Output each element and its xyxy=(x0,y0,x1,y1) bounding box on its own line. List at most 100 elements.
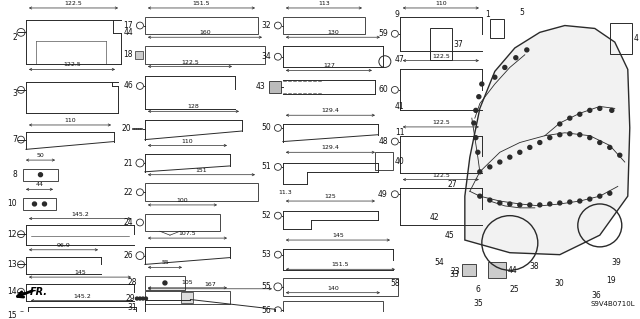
Text: 4: 4 xyxy=(634,34,639,43)
Circle shape xyxy=(474,136,478,140)
Text: 6: 6 xyxy=(476,285,481,294)
Bar xyxy=(283,301,383,319)
Text: 5: 5 xyxy=(520,8,525,17)
Text: 11.3: 11.3 xyxy=(278,190,292,195)
Text: 140: 140 xyxy=(327,286,339,291)
Circle shape xyxy=(610,108,614,112)
Bar xyxy=(283,278,398,296)
Text: 15: 15 xyxy=(8,311,17,319)
Text: 129.4: 129.4 xyxy=(321,108,339,113)
Text: 9: 9 xyxy=(395,10,400,19)
Circle shape xyxy=(525,48,529,52)
Circle shape xyxy=(478,194,482,198)
Text: 2: 2 xyxy=(12,33,17,42)
Circle shape xyxy=(478,170,482,174)
Text: 160: 160 xyxy=(199,30,211,35)
Text: 45: 45 xyxy=(445,231,454,240)
Bar xyxy=(462,264,476,276)
Circle shape xyxy=(138,297,141,300)
Text: 27: 27 xyxy=(448,180,458,189)
Circle shape xyxy=(608,191,612,195)
Text: 36: 36 xyxy=(592,291,602,300)
Bar xyxy=(283,17,365,34)
Circle shape xyxy=(568,200,572,204)
Text: 18: 18 xyxy=(124,50,133,59)
Circle shape xyxy=(538,203,542,207)
Bar xyxy=(490,19,504,38)
Circle shape xyxy=(538,141,542,145)
Circle shape xyxy=(548,202,552,206)
Text: 145.2: 145.2 xyxy=(71,211,89,217)
Text: 31: 31 xyxy=(127,303,137,312)
Text: 11: 11 xyxy=(395,128,404,137)
Circle shape xyxy=(528,145,532,149)
Circle shape xyxy=(514,56,518,60)
Text: 42: 42 xyxy=(430,213,440,222)
Text: 34: 34 xyxy=(261,52,271,61)
Circle shape xyxy=(578,133,582,137)
Text: 100: 100 xyxy=(177,198,188,203)
Text: 122.5: 122.5 xyxy=(432,120,450,125)
Text: 55: 55 xyxy=(161,260,169,265)
Text: 21: 21 xyxy=(124,159,133,167)
Circle shape xyxy=(488,165,492,169)
Circle shape xyxy=(508,155,512,159)
Text: 110: 110 xyxy=(182,138,193,144)
Text: 107.5: 107.5 xyxy=(179,231,196,236)
Text: 130: 130 xyxy=(327,30,339,35)
Circle shape xyxy=(38,173,42,177)
Bar xyxy=(145,291,230,304)
Text: 125: 125 xyxy=(324,194,336,199)
Text: 53: 53 xyxy=(261,250,271,259)
Circle shape xyxy=(498,160,502,164)
Circle shape xyxy=(568,116,572,120)
Text: 110: 110 xyxy=(435,1,447,6)
Circle shape xyxy=(548,136,552,140)
Circle shape xyxy=(598,194,602,198)
Text: 29: 29 xyxy=(125,294,135,303)
Circle shape xyxy=(578,199,582,203)
Text: 113: 113 xyxy=(318,1,330,6)
Circle shape xyxy=(568,132,572,136)
Bar xyxy=(23,169,58,181)
Circle shape xyxy=(42,202,47,206)
Text: 14: 14 xyxy=(8,287,17,296)
Text: 20: 20 xyxy=(122,124,131,133)
Text: 41: 41 xyxy=(395,102,404,111)
Circle shape xyxy=(472,121,476,125)
Text: 44: 44 xyxy=(508,266,518,275)
Bar xyxy=(181,292,193,303)
Circle shape xyxy=(498,201,502,205)
Circle shape xyxy=(598,141,602,145)
Text: 13: 13 xyxy=(8,260,17,269)
Circle shape xyxy=(33,202,36,206)
Text: 145: 145 xyxy=(332,233,344,238)
Text: 19: 19 xyxy=(606,276,616,285)
Text: 8: 8 xyxy=(12,170,17,179)
Bar xyxy=(269,81,281,93)
Circle shape xyxy=(578,112,582,116)
Text: 129.4: 129.4 xyxy=(321,145,339,150)
Text: 58: 58 xyxy=(390,279,399,288)
Text: 56: 56 xyxy=(261,306,271,315)
Bar xyxy=(375,152,393,170)
Text: 52: 52 xyxy=(261,211,271,220)
Text: 128: 128 xyxy=(188,104,199,109)
Text: 145.2: 145.2 xyxy=(73,293,91,299)
Text: 96.9: 96.9 xyxy=(56,243,70,248)
Circle shape xyxy=(493,75,497,79)
Bar xyxy=(145,214,220,231)
Text: 24: 24 xyxy=(124,218,133,227)
Circle shape xyxy=(558,201,562,205)
Text: 38: 38 xyxy=(530,262,540,271)
Text: 151: 151 xyxy=(196,168,207,173)
Circle shape xyxy=(558,122,562,126)
Text: 35: 35 xyxy=(474,299,484,308)
Circle shape xyxy=(518,203,522,207)
Bar xyxy=(145,17,258,34)
Text: 40: 40 xyxy=(395,157,404,166)
Circle shape xyxy=(518,150,522,154)
Circle shape xyxy=(503,65,507,70)
Text: 48: 48 xyxy=(378,137,388,146)
Text: 39: 39 xyxy=(612,258,621,267)
